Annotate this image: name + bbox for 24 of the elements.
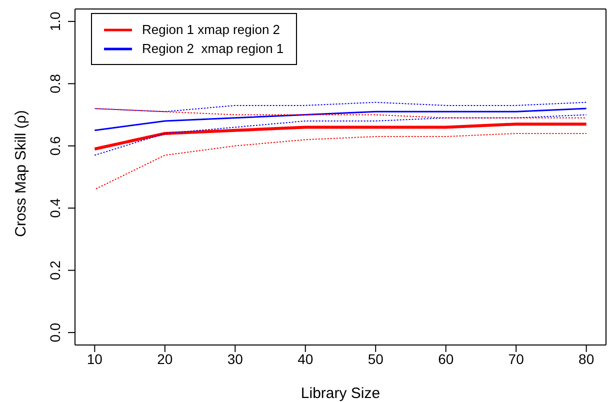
x-tick-label: 50 xyxy=(368,350,384,367)
x-tick-label: 70 xyxy=(508,350,524,367)
line-series xyxy=(94,108,588,132)
legend-label: Region 1 xmap region 2 xyxy=(142,21,280,39)
line-series xyxy=(93,122,588,150)
legend-label: Region 2 xmap region 1 xyxy=(142,40,284,58)
line-series xyxy=(94,114,587,156)
line-series xyxy=(94,132,587,190)
line-series xyxy=(94,102,587,112)
x-tick-label: 40 xyxy=(298,350,314,367)
y-tick-label: 0.0 xyxy=(47,322,63,342)
y-tick-label: 0.4 xyxy=(47,198,63,218)
x-tick-label: 60 xyxy=(438,350,454,367)
x-tick-label: 30 xyxy=(227,350,244,367)
y-tick-label: 0.6 xyxy=(47,136,63,156)
y-tick-label: 0.2 xyxy=(47,260,63,280)
line-series xyxy=(94,108,587,118)
y-tick-label: 0.8 xyxy=(47,74,63,94)
y-tick-label: 1.0 xyxy=(47,12,63,32)
x-tick-label: 10 xyxy=(86,350,103,367)
x-tick-label: 80 xyxy=(578,350,594,367)
y-axis-title: Cross Map Skill (ρ) xyxy=(12,110,30,237)
x-tick-label: 20 xyxy=(157,350,173,367)
x-axis-title: Library Size xyxy=(300,385,380,402)
